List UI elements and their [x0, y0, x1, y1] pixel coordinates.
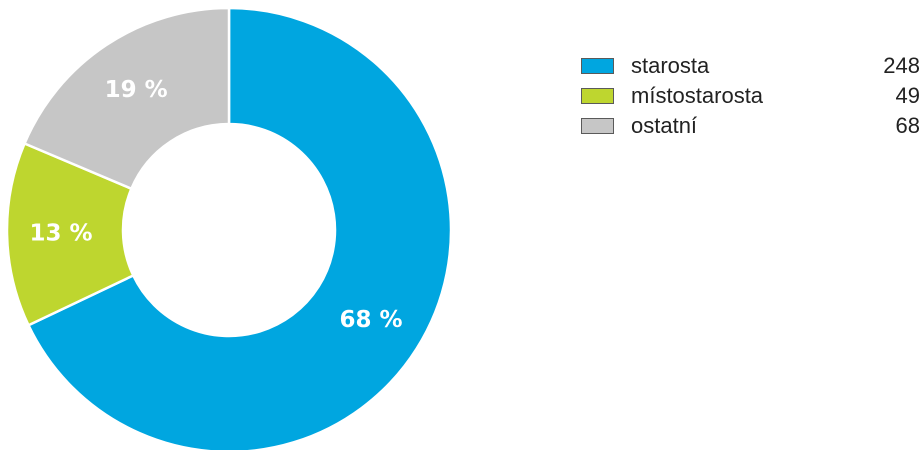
legend-label: místostarosta	[631, 83, 764, 108]
legend-label: ostatní	[631, 113, 698, 138]
legend-value: 68	[895, 113, 920, 138]
legend: starosta 248 místostarosta 49 ostatní 68	[581, 53, 924, 146]
legend-item-mistostarosta: místostarosta 49	[581, 83, 924, 116]
slice-percent-label-1: 13 %	[30, 221, 93, 247]
legend-value: 49	[895, 83, 920, 108]
legend-swatch-starosta	[581, 58, 614, 74]
legend-value: 248	[883, 53, 920, 78]
legend-swatch-ostatni	[581, 118, 614, 134]
slice-labels-group: 68 % 13 % 19 %	[30, 77, 403, 333]
donut-slice-2	[22, 6, 231, 191]
legend-item-starosta: starosta 248	[581, 53, 924, 86]
slices-group	[5, 6, 453, 450]
slice-percent-label-2: 19 %	[105, 77, 168, 103]
legend-label: starosta	[631, 53, 710, 78]
slice-percent-label-0: 68 %	[339, 307, 402, 333]
legend-item-ostatni: ostatní 68	[581, 113, 924, 146]
donut-chart: 68 % 13 % 19 %	[5, 6, 453, 450]
donut-slice-1	[5, 141, 135, 327]
donut-slice-0	[26, 6, 453, 450]
legend-swatch-mistostarosta	[581, 88, 614, 104]
